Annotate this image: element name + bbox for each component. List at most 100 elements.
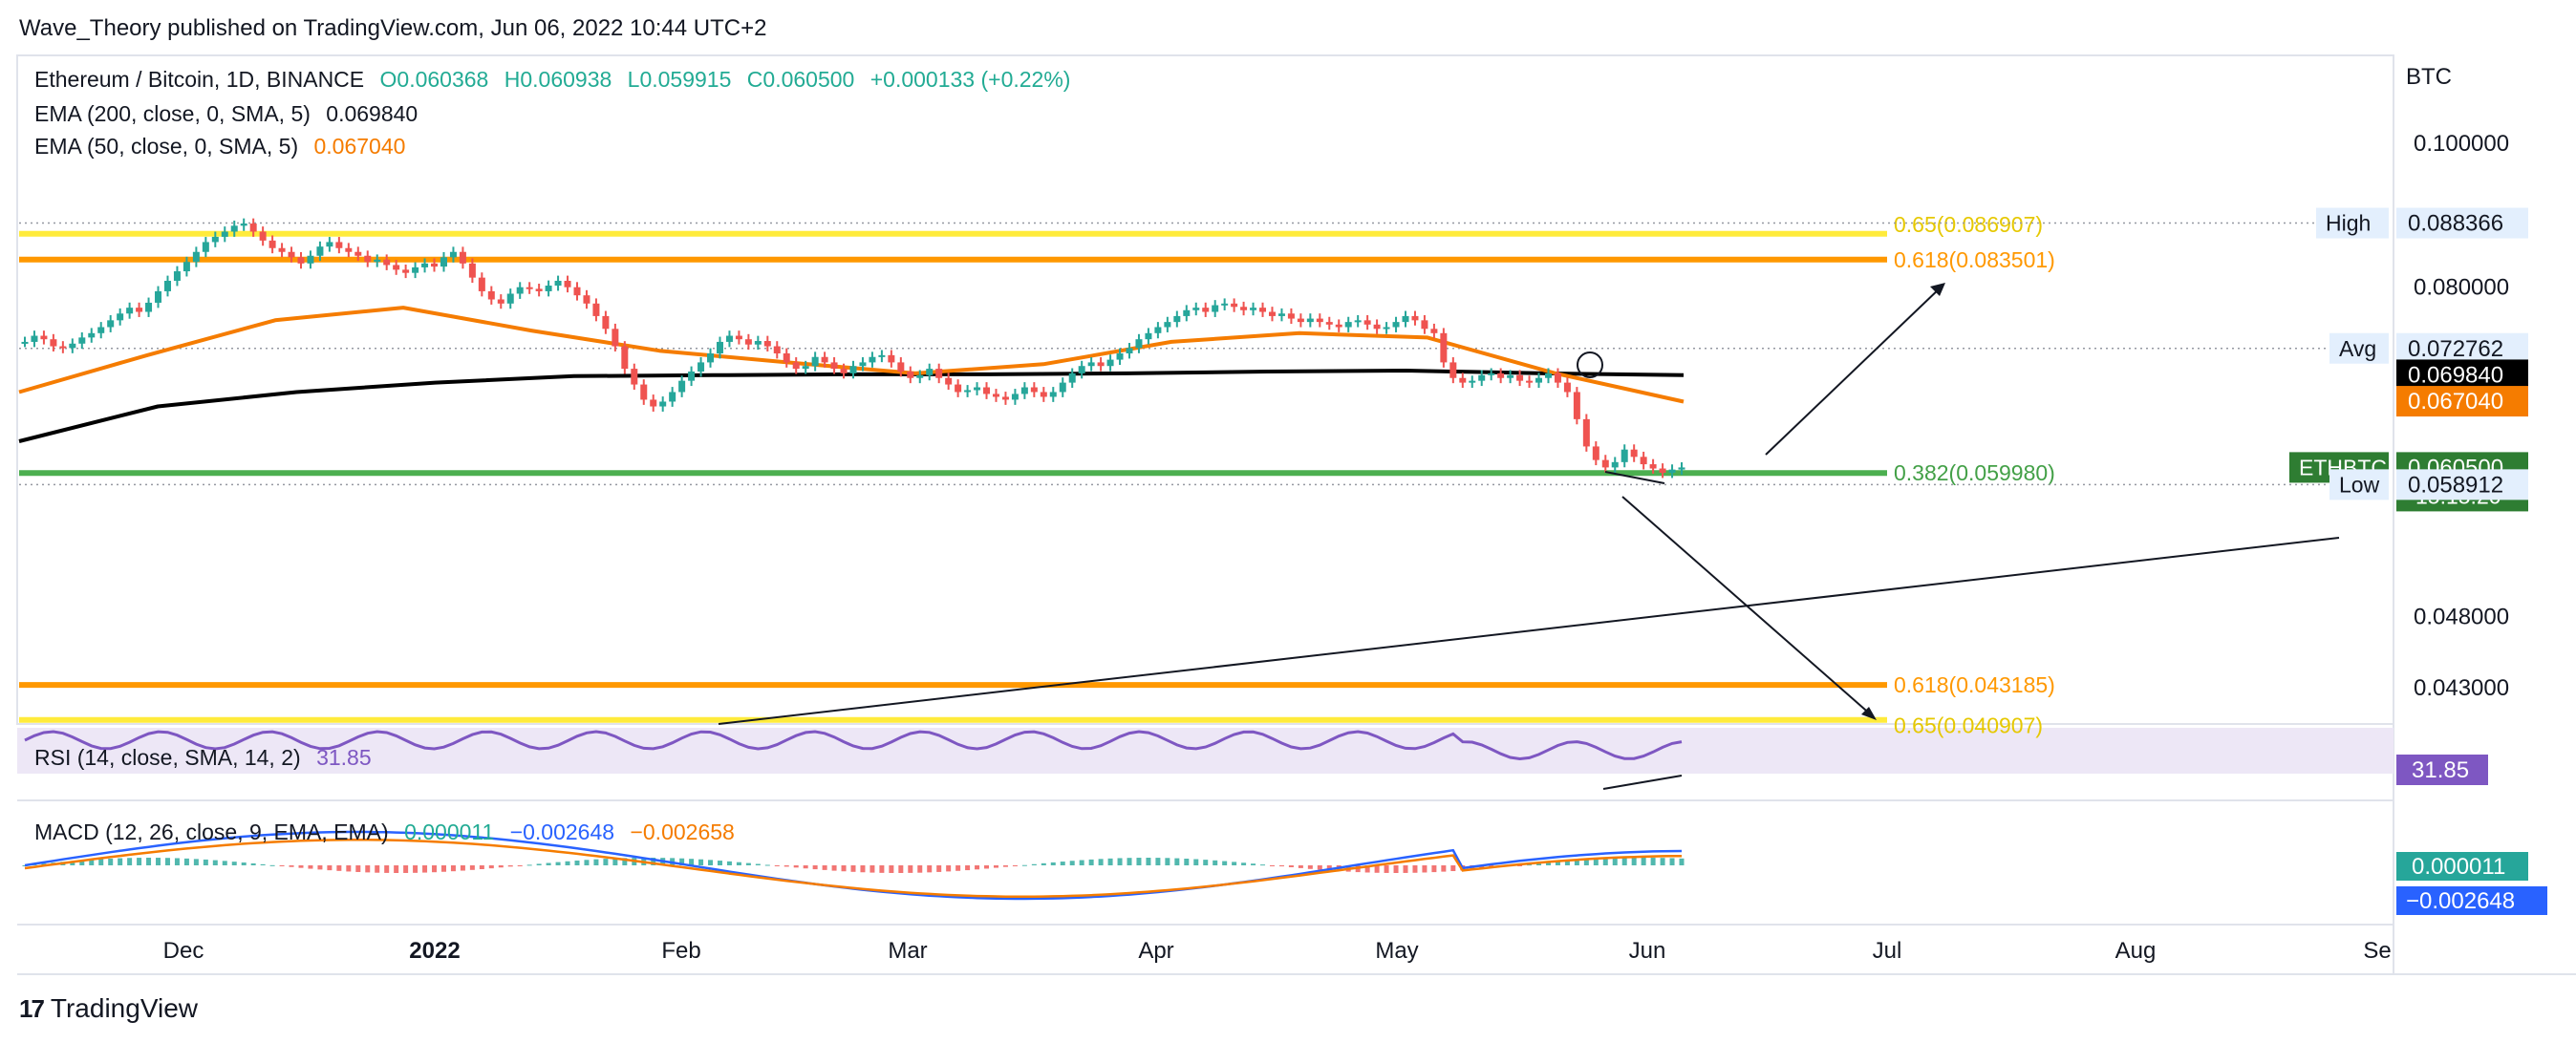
macd-histogram-bar [850, 865, 856, 872]
macd-histogram-bar [1117, 858, 1123, 865]
candle-body [487, 290, 495, 300]
candle-body [478, 277, 485, 291]
candle-body [1001, 396, 1009, 400]
candle-body [592, 303, 600, 316]
macd-pane [22, 830, 1685, 901]
arrow-head [1861, 707, 1877, 720]
macd-histogram-bar [593, 859, 599, 865]
macd-histogram-bar [1450, 865, 1456, 872]
macd-histogram-bar [1384, 865, 1389, 873]
macd-histogram-bar [1527, 864, 1533, 866]
candle-body [1678, 467, 1685, 470]
candle-body [830, 362, 838, 370]
candle-body [1049, 392, 1057, 397]
candle-body [1240, 307, 1248, 310]
candle-body [1106, 359, 1114, 367]
macd-histogram-bar [1012, 865, 1018, 866]
time-tick: Aug [2115, 938, 2157, 964]
macd-histogram-bar [279, 865, 285, 866]
macd-histogram-bar [1079, 860, 1084, 865]
fib-label: 0.65(0.086907) [1894, 212, 2043, 237]
candle-body [621, 346, 629, 370]
price-tag: Low [2339, 472, 2380, 497]
macd-histogram-bar [1136, 858, 1142, 865]
macd-histogram-bar [1174, 858, 1180, 865]
candle-body [1649, 464, 1657, 469]
macd-histogram-bar [1583, 860, 1589, 865]
macd-histogram-bar [203, 859, 208, 865]
candle-body [345, 247, 353, 252]
macd-histogram-bar [1031, 863, 1037, 865]
symbol-title[interactable]: Ethereum / Bitcoin, 1D, BINANCE [34, 67, 365, 92]
low-value: L0.059915 [627, 67, 732, 92]
candle-body [735, 335, 742, 340]
candle-body [974, 387, 981, 391]
macd-histogram-bar [1155, 858, 1161, 865]
price-tag: Avg [2339, 336, 2376, 361]
candle-body [155, 290, 162, 303]
price-axis: BTC 0.100000 0.080000 0.072762 0.048000 0.043… [2289, 64, 2547, 915]
tradingview-brand[interactable]: 17 TradingView [19, 993, 198, 1024]
macd-histogram-bar [70, 861, 75, 865]
time-tick: Apr [1138, 938, 1173, 964]
candle-body [1459, 377, 1467, 383]
macd-histogram-bar [146, 858, 152, 865]
rsi-legend[interactable]: RSI (14, close, SMA, 14, 2) 31.85 [34, 745, 381, 771]
macd-histogram-bar [79, 860, 85, 865]
time-tick: Feb [661, 938, 700, 964]
time-tick: 2022 [409, 938, 460, 964]
macd-histogram-bar [689, 859, 695, 865]
macd-histogram-bar [917, 865, 923, 873]
candle-body [1488, 372, 1495, 375]
macd-histogram-bar [1041, 862, 1046, 865]
candle-body [1383, 327, 1390, 330]
candle-body [1040, 392, 1047, 397]
drawings [718, 283, 2340, 790]
candle-body [992, 394, 999, 397]
candle-body [50, 339, 57, 347]
close-value: C0.060500 [746, 67, 855, 92]
macd-histogram-bar [269, 864, 275, 866]
candle-body [698, 362, 705, 372]
macd-legend[interactable]: MACD (12, 26, close, 9, EMA, EMA) 0.0000… [34, 820, 744, 845]
macd-histogram-bar [1002, 865, 1008, 867]
candle-body [955, 384, 962, 393]
macd-histogram-bar [784, 865, 789, 867]
candle-body [1277, 313, 1285, 316]
ema200-legend[interactable]: EMA (200, close, 0, SMA, 5) 0.069840 [34, 101, 427, 127]
candle-body [564, 280, 571, 287]
price-label-value: 0.067040 [2408, 389, 2503, 415]
candle-body [1164, 322, 1171, 328]
candle-body [412, 266, 419, 273]
macd-histogram-bar [450, 865, 456, 872]
ema200-label: EMA (200, close, 0, SMA, 5) [34, 101, 311, 126]
candle-body [316, 246, 324, 256]
macd-histogram-bar [1612, 858, 1618, 865]
candle-body [1306, 318, 1314, 323]
candle-body [1392, 322, 1400, 328]
macd-histogram-bar [1403, 865, 1408, 873]
macd-histogram-bar [612, 858, 618, 865]
candle-body [1135, 339, 1143, 349]
macd-line-value: −0.002648 [509, 820, 615, 844]
candle-body [1231, 303, 1238, 308]
macd-histogram-bar [1193, 859, 1199, 865]
macd-histogram-bar [355, 865, 361, 872]
arrow-head [1930, 283, 1945, 296]
candle-body [402, 269, 410, 273]
macd-line-axis-value: −0.002648 [2406, 888, 2515, 914]
macd-histogram-bar [1479, 865, 1485, 869]
candle-body [640, 384, 648, 400]
macd-histogram-bar [1517, 865, 1523, 866]
candle-body [1411, 315, 1419, 321]
candle-body [126, 308, 134, 314]
macd-histogram-bar [22, 865, 28, 866]
candle-body [744, 339, 752, 345]
candle-body [393, 265, 400, 270]
candle-body [383, 259, 391, 266]
macd-histogram-bar [908, 865, 913, 873]
candle-body [1469, 380, 1476, 383]
ema50-legend[interactable]: EMA (50, close, 0, SMA, 5) 0.067040 [34, 134, 415, 160]
candle-body [1078, 366, 1085, 373]
